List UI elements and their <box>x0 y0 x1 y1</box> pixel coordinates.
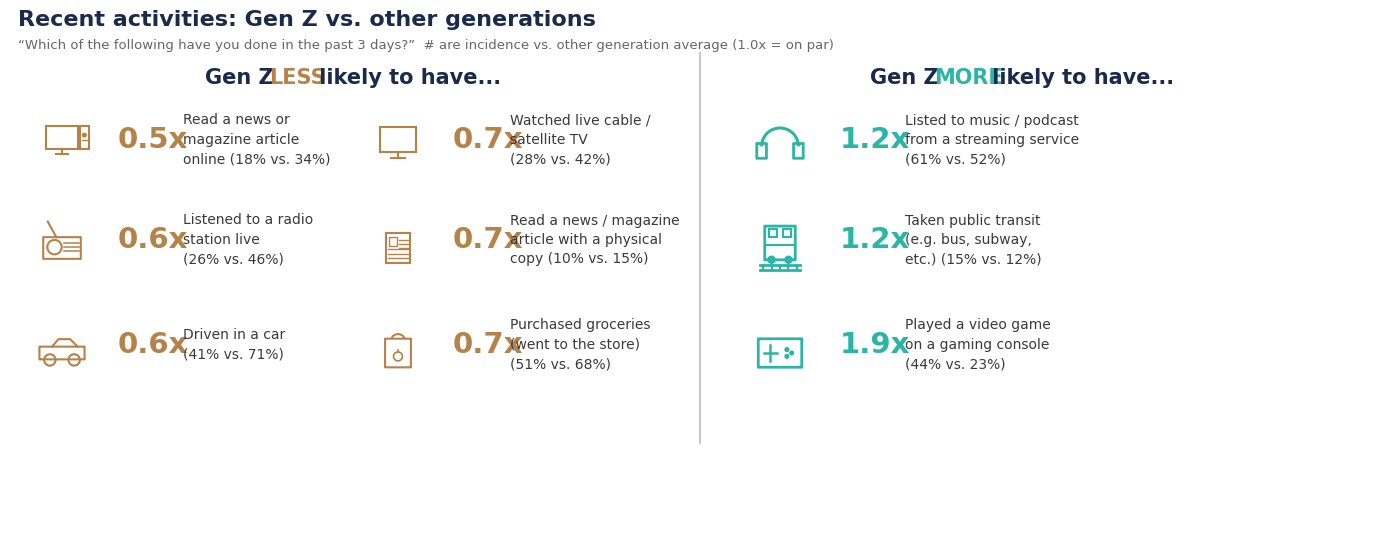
Text: 0.6x: 0.6x <box>118 331 189 359</box>
Text: 0.7x: 0.7x <box>454 331 524 359</box>
Circle shape <box>769 256 776 263</box>
Text: Gen Z: Gen Z <box>204 68 281 88</box>
Text: 0.7x: 0.7x <box>454 126 524 154</box>
Text: Watched live cable /
satellite TV
(28% vs. 42%): Watched live cable / satellite TV (28% v… <box>510 113 651 166</box>
Text: 0.7x: 0.7x <box>454 226 524 254</box>
Text: “Which of the following have you done in the past 3 days?”  # are incidence vs. : “Which of the following have you done in… <box>18 39 834 52</box>
Text: LESS: LESS <box>269 68 326 88</box>
Text: Read a news or
magazine article
online (18% vs. 34%): Read a news or magazine article online (… <box>183 113 330 166</box>
Circle shape <box>785 256 792 263</box>
Text: 1.9x: 1.9x <box>840 331 910 359</box>
Text: Driven in a car
(41% vs. 71%): Driven in a car (41% vs. 71%) <box>183 328 286 362</box>
Text: likely to have...: likely to have... <box>312 68 501 88</box>
Text: Listened to a radio
station live
(26% vs. 46%): Listened to a radio station live (26% vs… <box>183 213 314 267</box>
Circle shape <box>790 351 794 355</box>
Text: 0.5x: 0.5x <box>118 126 188 154</box>
Text: Recent activities: Gen Z vs. other generations: Recent activities: Gen Z vs. other gener… <box>18 10 596 30</box>
Circle shape <box>785 348 788 352</box>
Text: 1.2x: 1.2x <box>840 226 910 254</box>
Circle shape <box>785 354 788 358</box>
Text: Taken public transit
(e.g. bus, subway,
etc.) (15% vs. 12%): Taken public transit (e.g. bus, subway, … <box>904 213 1042 267</box>
Text: Played a video game
on a gaming console
(44% vs. 23%): Played a video game on a gaming console … <box>904 319 1051 372</box>
Circle shape <box>83 133 87 137</box>
Text: Read a news / magazine
article with a physical
copy (10% vs. 15%): Read a news / magazine article with a ph… <box>510 213 679 267</box>
Text: Purchased groceries
(went to the store)
(51% vs. 68%): Purchased groceries (went to the store) … <box>510 319 651 372</box>
Text: MORE: MORE <box>934 68 1002 88</box>
Text: 0.6x: 0.6x <box>118 226 189 254</box>
Text: likely to have...: likely to have... <box>986 68 1175 88</box>
Text: 1.2x: 1.2x <box>840 126 910 154</box>
Text: Gen Z: Gen Z <box>869 68 946 88</box>
Text: Listed to music / podcast
from a streaming service
(61% vs. 52%): Listed to music / podcast from a streami… <box>904 113 1079 166</box>
